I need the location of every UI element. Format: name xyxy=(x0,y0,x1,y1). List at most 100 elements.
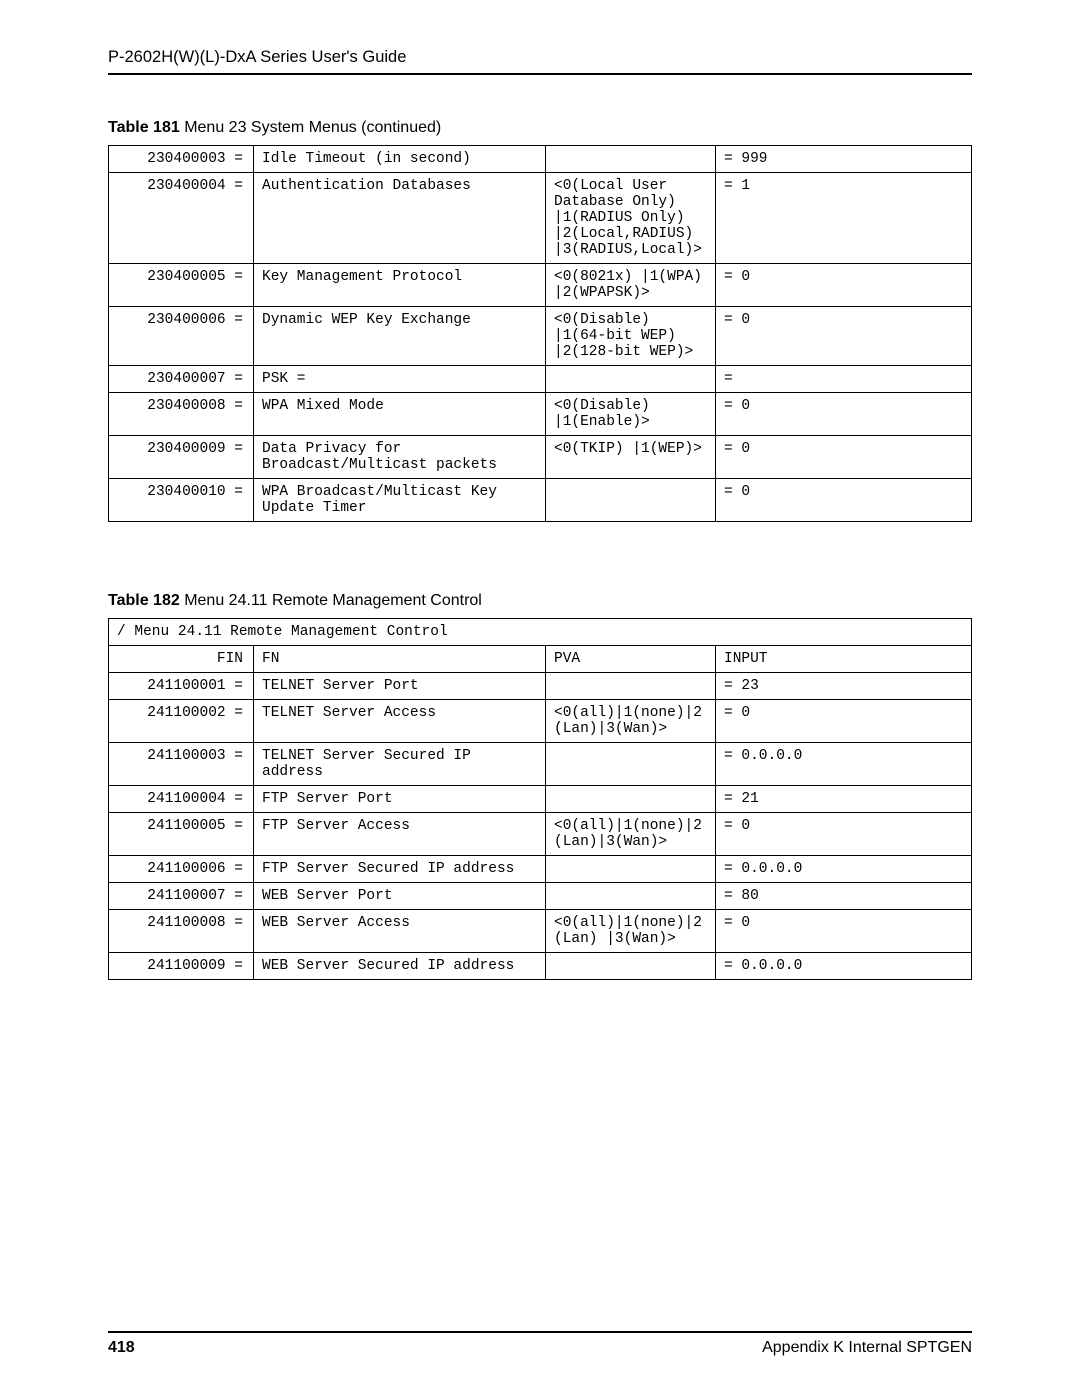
table-cell: FTP Server Access xyxy=(254,813,546,856)
table-cell: = 999 xyxy=(716,146,972,173)
table-cell: 241100001 = xyxy=(109,673,254,700)
table-cell: Dynamic WEP Key Exchange xyxy=(254,307,546,366)
table-cell: <0(all)|1(none)|2(Lan)|3(Wan)> xyxy=(546,700,716,743)
table-row: 230400005 =Key Management Protocol<0(802… xyxy=(109,264,972,307)
table-cell xyxy=(546,883,716,910)
table-cell: 230400006 = xyxy=(109,307,254,366)
table-row: 241100001 =TELNET Server Port = 23 xyxy=(109,673,972,700)
table-cell: WPA Mixed Mode xyxy=(254,393,546,436)
table-cell: 241100006 = xyxy=(109,856,254,883)
table-cell xyxy=(546,366,716,393)
footer-section: Appendix K Internal SPTGEN xyxy=(762,1339,972,1357)
table-181: 230400003 =Idle Timeout (in second) = 999… xyxy=(108,145,972,522)
table-cell: 230400003 = xyxy=(109,146,254,173)
table-cell: 230400004 = xyxy=(109,173,254,264)
table-182: / Menu 24.11 Remote Management ControlFI… xyxy=(108,618,972,980)
table-181-caption: Table 181 Menu 23 System Menus (continue… xyxy=(108,119,972,137)
table-cell: = 0.0.0.0 xyxy=(716,953,972,980)
table-cell: 241100008 = xyxy=(109,910,254,953)
table-cell: = 80 xyxy=(716,883,972,910)
table-cell: Key Management Protocol xyxy=(254,264,546,307)
table-cell: = 0.0.0.0 xyxy=(716,743,972,786)
table-cell: Data Privacy for Broadcast/Multicast pac… xyxy=(254,436,546,479)
page-number: 418 xyxy=(108,1339,135,1357)
table-cell: TELNET Server Port xyxy=(254,673,546,700)
table-cell xyxy=(546,673,716,700)
table-182-caption-label: Table 182 xyxy=(108,592,180,609)
table-row: 241100008 =WEB Server Access<0(all)|1(no… xyxy=(109,910,972,953)
table-182-caption-text: Menu 24.11 Remote Management Control xyxy=(180,592,482,609)
table-cell: = 23 xyxy=(716,673,972,700)
table-cell: 241100007 = xyxy=(109,883,254,910)
table-cell xyxy=(546,856,716,883)
table-row: FINFNPVAINPUT xyxy=(109,646,972,673)
table-cell: = 0 xyxy=(716,479,972,522)
table-cell: 241100009 = xyxy=(109,953,254,980)
table-cell: 230400007 = xyxy=(109,366,254,393)
table-row: 230400007 =PSK = = xyxy=(109,366,972,393)
table-row: 230400003 =Idle Timeout (in second) = 999 xyxy=(109,146,972,173)
table-cell: = xyxy=(716,366,972,393)
table-row: 241100002 =TELNET Server Access<0(all)|1… xyxy=(109,700,972,743)
table-cell: FTP Server Port xyxy=(254,786,546,813)
table-row: 241100009 =WEB Server Secured IP address… xyxy=(109,953,972,980)
table-181-caption-label: Table 181 xyxy=(108,119,180,136)
table-cell: 241100005 = xyxy=(109,813,254,856)
table-cell: = 0.0.0.0 xyxy=(716,856,972,883)
footer-rule xyxy=(108,1331,972,1333)
table-cell: = 0 xyxy=(716,307,972,366)
table-cell: WEB Server Port xyxy=(254,883,546,910)
table-cell: WEB Server Secured IP address xyxy=(254,953,546,980)
table-cell: <0(all)|1(none)|2(Lan)|3(Wan)> xyxy=(546,813,716,856)
table-181-caption-text: Menu 23 System Menus (continued) xyxy=(180,119,441,136)
table-row: / Menu 24.11 Remote Management Control xyxy=(109,619,972,646)
table-cell xyxy=(546,786,716,813)
table-cell: <0(TKIP) |1(WEP)> xyxy=(546,436,716,479)
table-cell: FN xyxy=(254,646,546,673)
table-182-caption: Table 182 Menu 24.11 Remote Management C… xyxy=(108,592,972,610)
table-cell xyxy=(546,953,716,980)
table-cell: 230400009 = xyxy=(109,436,254,479)
table-cell: TELNET Server Access xyxy=(254,700,546,743)
table-cell: Idle Timeout (in second) xyxy=(254,146,546,173)
table-cell: PVA xyxy=(546,646,716,673)
table-cell: 230400005 = xyxy=(109,264,254,307)
table-cell: = 1 xyxy=(716,173,972,264)
table-cell: = 0 xyxy=(716,436,972,479)
table-row: 230400004 =Authentication Databases<0(Lo… xyxy=(109,173,972,264)
table-row: 230400009 =Data Privacy for Broadcast/Mu… xyxy=(109,436,972,479)
table-cell: FIN xyxy=(109,646,254,673)
table-181-block: Table 181 Menu 23 System Menus (continue… xyxy=(108,119,972,522)
table-cell: = 21 xyxy=(716,786,972,813)
table-row: 230400010 =WPA Broadcast/Multicast Key U… xyxy=(109,479,972,522)
table-cell: <0(all)|1(none)|2(Lan) |3(Wan)> xyxy=(546,910,716,953)
table-cell: 241100003 = xyxy=(109,743,254,786)
footer: 418 Appendix K Internal SPTGEN xyxy=(108,1331,972,1357)
table-cell: <0(Disable) |1(64-bit WEP) |2(128-bit WE… xyxy=(546,307,716,366)
table-cell: = 0 xyxy=(716,813,972,856)
table-cell: 230400010 = xyxy=(109,479,254,522)
table-cell: INPUT xyxy=(716,646,972,673)
table-cell: <0(8021x) |1(WPA) |2(WPAPSK)> xyxy=(546,264,716,307)
table-cell: <0(Local User Database Only) |1(RADIUS O… xyxy=(546,173,716,264)
table-cell: 241100002 = xyxy=(109,700,254,743)
table-cell: FTP Server Secured IP address xyxy=(254,856,546,883)
table-cell: / Menu 24.11 Remote Management Control xyxy=(109,619,972,646)
header-rule xyxy=(108,73,972,75)
table-cell xyxy=(546,146,716,173)
table-cell xyxy=(546,743,716,786)
table-cell: <0(Disable) |1(Enable)> xyxy=(546,393,716,436)
table-cell: WEB Server Access xyxy=(254,910,546,953)
table-cell: = 0 xyxy=(716,700,972,743)
table-row: 241100004 =FTP Server Port = 21 xyxy=(109,786,972,813)
table-cell: 230400008 = xyxy=(109,393,254,436)
running-header: P-2602H(W)(L)-DxA Series User's Guide xyxy=(108,48,972,73)
table-cell: 241100004 = xyxy=(109,786,254,813)
table-row: 241100003 =TELNET Server Secured IP addr… xyxy=(109,743,972,786)
table-cell: = 0 xyxy=(716,393,972,436)
table-182-block: Table 182 Menu 24.11 Remote Management C… xyxy=(108,592,972,980)
table-row: 241100006 =FTP Server Secured IP address… xyxy=(109,856,972,883)
table-cell: PSK = xyxy=(254,366,546,393)
table-cell: TELNET Server Secured IP address xyxy=(254,743,546,786)
page: P-2602H(W)(L)-DxA Series User's Guide Ta… xyxy=(0,0,1080,1397)
